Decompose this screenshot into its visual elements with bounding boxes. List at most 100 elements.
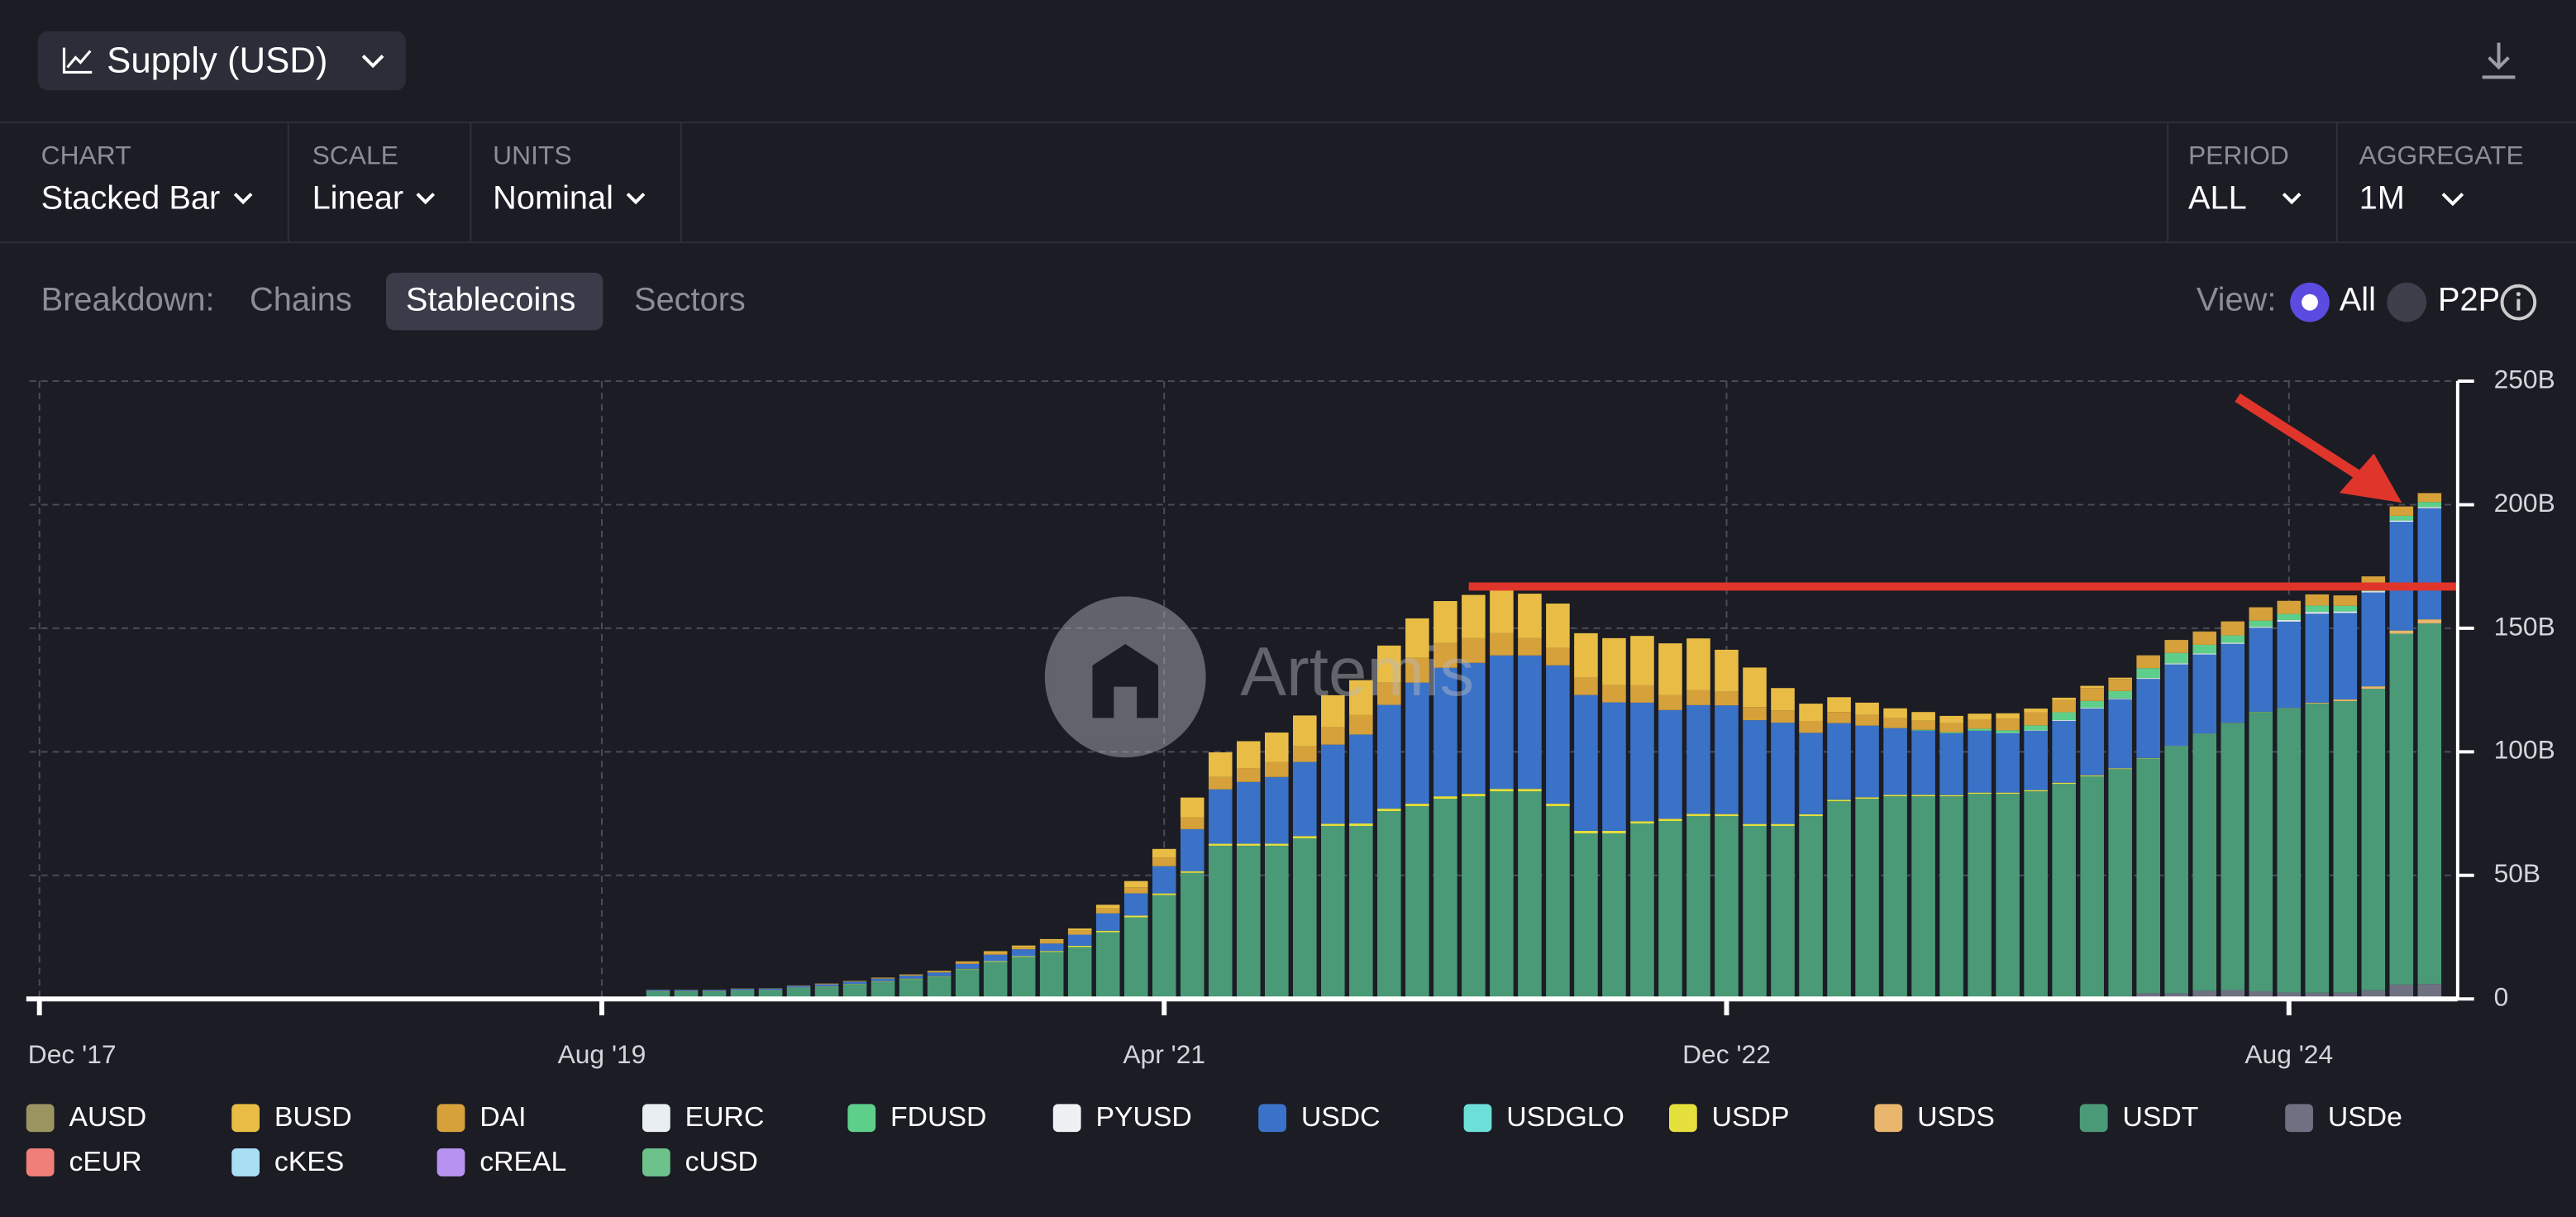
- legend-swatch: [26, 1104, 55, 1133]
- bar-segment: [730, 990, 755, 1000]
- bar-segment: [2136, 656, 2160, 669]
- legend-label: USDC: [1301, 1101, 1381, 1133]
- bar-segment: [2080, 685, 2104, 689]
- bar-segment: [2136, 757, 2160, 759]
- bar-segment: [1462, 662, 1486, 795]
- legend-swatch: [1463, 1104, 1492, 1133]
- bar-segment: [1799, 720, 1823, 733]
- bar-segment: [927, 972, 952, 976]
- legend-label: FDUSD: [890, 1101, 986, 1133]
- bar-segment: [1293, 761, 1317, 837]
- bar-segment: [1095, 913, 1120, 931]
- bar-segment: [1715, 816, 1739, 1000]
- bar-segment: [1827, 723, 1851, 800]
- bar-segment: [955, 969, 980, 1000]
- bar-segment: [1039, 943, 1064, 952]
- bar-segment: [1996, 794, 2020, 1000]
- bar-segment: [1377, 809, 1401, 812]
- bar-segment: [2221, 723, 2245, 990]
- bar-segment: [2108, 768, 2132, 770]
- bar-segment: [730, 988, 755, 990]
- radio-selected[interactable]: [2288, 281, 2331, 324]
- bar-segment: [1095, 930, 1120, 933]
- bar-segment: [2192, 632, 2217, 645]
- metric-dropdown[interactable]: Supply (USD): [37, 31, 406, 91]
- bar-segment: [1939, 715, 1963, 723]
- bar-segment: [871, 978, 895, 979]
- bar-segment: [899, 975, 923, 976]
- y-tick-label: 200B: [2494, 488, 2555, 518]
- download-button[interactable]: [2478, 40, 2521, 83]
- breakdown-option[interactable]: Sectors: [634, 282, 746, 319]
- control-value[interactable]: Stacked Bar: [41, 180, 221, 217]
- bar-segment: [2389, 630, 2414, 634]
- bar-segment: [1743, 823, 1767, 827]
- bar-segment: [1462, 796, 1486, 1000]
- x-tick-label: Aug '19: [558, 1039, 646, 1069]
- bar-segment: [786, 987, 811, 1000]
- bar-segment: [1123, 915, 1148, 918]
- control-value[interactable]: ALL: [2187, 180, 2247, 217]
- bar-segment: [1996, 733, 2020, 793]
- bar-segment: [1827, 697, 1851, 713]
- bar-segment: [1377, 682, 1401, 705]
- control-label: UNITS: [493, 142, 572, 171]
- bar-segment: [1855, 702, 1879, 715]
- breakdown-option[interactable]: Chains: [250, 282, 352, 319]
- bar-segment: [1715, 814, 1739, 817]
- bar-segment: [1490, 655, 1514, 790]
- divider: [680, 123, 682, 242]
- bar-segment: [2333, 613, 2358, 699]
- legend-label: USDe: [2328, 1101, 2402, 1133]
- bar-segment: [2361, 591, 2386, 593]
- bar-segment: [2305, 703, 2330, 704]
- legend-label: BUSD: [274, 1101, 352, 1133]
- bar-segment: [1208, 843, 1233, 846]
- legend-swatch: [1052, 1104, 1081, 1133]
- legend-swatch: [2285, 1104, 2313, 1133]
- divider: [2167, 123, 2169, 242]
- bar-segment: [2333, 701, 2358, 993]
- bar-segment: [1039, 951, 1064, 952]
- bar-segment: [2389, 984, 2414, 1000]
- bar-segment: [983, 962, 1008, 1000]
- bar-segment: [1264, 733, 1289, 762]
- bar-segment: [1321, 744, 1345, 824]
- bar-segment: [2080, 688, 2104, 701]
- bar-segment: [2164, 746, 2189, 994]
- bar-segment: [1152, 866, 1176, 894]
- bar-segment: [927, 971, 952, 973]
- legend-label: cREAL: [479, 1146, 566, 1177]
- legend-label: cUSD: [685, 1146, 758, 1177]
- bar-segment: [2249, 607, 2273, 621]
- legend-swatch: [26, 1148, 55, 1176]
- bar-segment: [1855, 714, 1879, 726]
- bar-segment: [1883, 708, 1907, 718]
- view-option[interactable]: P2P: [2438, 282, 2501, 319]
- chart-icon: [62, 47, 93, 74]
- bar-segment: [2305, 704, 2330, 993]
- bar-segment: [2249, 990, 2273, 1000]
- bar-segment: [1433, 799, 1457, 1000]
- info-icon[interactable]: [2499, 283, 2542, 326]
- breakdown-option[interactable]: Stablecoins: [405, 282, 576, 319]
- bar-segment: [899, 979, 923, 1000]
- bar-segment: [2221, 990, 2245, 1000]
- legend-label: EURC: [685, 1101, 765, 1133]
- bar-segment: [1686, 704, 1710, 814]
- bar-segment: [702, 991, 727, 1000]
- bar-segment: [1518, 655, 1542, 790]
- bar-segment: [1799, 704, 1823, 721]
- control-value[interactable]: Nominal: [493, 180, 613, 217]
- bar-segment: [1490, 589, 1514, 633]
- view-option[interactable]: All: [2339, 282, 2376, 319]
- control-value[interactable]: 1M: [2359, 180, 2405, 217]
- bar-segment: [2024, 791, 2048, 1000]
- radio[interactable]: [2385, 281, 2428, 324]
- bar-segment: [2305, 992, 2330, 1000]
- bar-segment: [1715, 691, 1739, 706]
- control-value[interactable]: Linear: [312, 180, 404, 217]
- view-label: View:: [2196, 282, 2277, 319]
- bar-segment: [2277, 600, 2302, 614]
